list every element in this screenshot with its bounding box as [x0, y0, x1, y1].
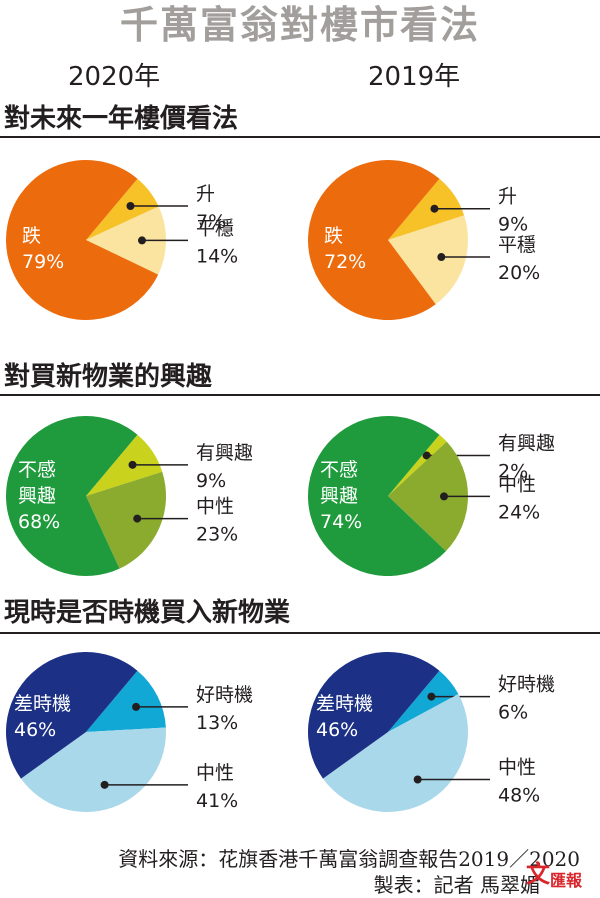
slice-label: 興趣 — [18, 485, 56, 507]
pie-slice — [86, 206, 166, 275]
section-title-buy-interest: 對買新物業的興趣 — [4, 362, 213, 392]
page-title: 千萬富翁對樓市看法 — [119, 3, 480, 47]
pie-slice — [307, 651, 440, 779]
section-divider — [0, 394, 600, 396]
slice-label: 平穩 — [498, 234, 536, 256]
slice-label: 好時機 — [498, 674, 555, 696]
svg-text:匯報: 匯報 — [550, 871, 583, 890]
section-divider — [0, 136, 600, 138]
slice-label: 跌 — [324, 225, 343, 247]
pie-slice — [86, 471, 166, 569]
pie-slice — [388, 178, 465, 240]
year-label-2019: 2019年 — [368, 62, 461, 92]
slice-value: 9% — [498, 214, 528, 236]
slice-value: 14% — [196, 245, 238, 267]
pie-slice — [5, 160, 159, 321]
pie-slice — [20, 727, 167, 812]
svg-text:文: 文 — [526, 859, 551, 888]
slice-value: 7% — [196, 211, 226, 233]
slice-value: 68% — [18, 511, 60, 533]
section-divider — [0, 632, 600, 634]
slice-label: 不感 — [320, 459, 358, 481]
pie-slice — [388, 434, 447, 496]
pie-slice — [5, 652, 138, 779]
slice-value: 2% — [498, 460, 528, 482]
year-label-2020: 2020年 — [68, 62, 161, 92]
pie-slice — [322, 693, 469, 812]
slice-value: 6% — [498, 702, 528, 724]
slice-label: 好時機 — [196, 684, 253, 706]
slice-value: 46% — [14, 719, 56, 741]
slice-label: 中性 — [196, 762, 234, 784]
slice-value: 46% — [316, 719, 358, 741]
slice-label: 差時機 — [14, 693, 71, 715]
section-title-buy-timing: 現時是否時機買入新物業 — [4, 598, 291, 628]
source-note: 資料來源：花旗香港千萬富翁調查報告2019／2020 — [118, 847, 580, 871]
slice-label: 中性 — [196, 496, 234, 518]
pie-slice — [308, 160, 440, 320]
pie-slice — [388, 670, 459, 732]
slice-value: 13% — [196, 712, 238, 734]
newspaper-logo: 文 匯報 — [526, 859, 583, 890]
slice-value: 20% — [498, 262, 540, 284]
pie-slice — [6, 416, 138, 576]
slice-label: 升 — [196, 183, 215, 205]
slice-label: 平穩 — [196, 217, 234, 239]
slice-label: 有興趣 — [196, 442, 253, 464]
slice-label: 中性 — [498, 473, 536, 495]
slice-label: 跌 — [22, 225, 41, 247]
slice-value: 9% — [196, 470, 226, 492]
pie-slice — [388, 441, 468, 552]
pie-slice — [86, 178, 159, 240]
slice-label: 差時機 — [316, 693, 373, 715]
credit-note: 製表：記者 馬翠媚 — [373, 873, 540, 897]
pie-slice — [86, 434, 163, 496]
pie-slice — [307, 416, 446, 576]
slice-value: 48% — [498, 784, 540, 806]
slice-label: 有興趣 — [498, 432, 555, 454]
section-title-price-outlook: 對未來一年樓價看法 — [4, 104, 239, 134]
slice-value: 41% — [196, 790, 238, 812]
pie-slice — [388, 215, 468, 305]
slice-label: 不感 — [18, 459, 56, 481]
slice-value: 74% — [320, 511, 362, 533]
slice-value: 23% — [196, 524, 238, 546]
slice-value: 72% — [324, 251, 366, 273]
slice-value: 24% — [498, 501, 540, 523]
slice-label: 升 — [498, 186, 517, 208]
slice-label: 中性 — [498, 756, 536, 778]
pie-slice — [86, 670, 166, 732]
slice-value: 79% — [22, 251, 64, 273]
slice-label: 興趣 — [320, 485, 358, 507]
